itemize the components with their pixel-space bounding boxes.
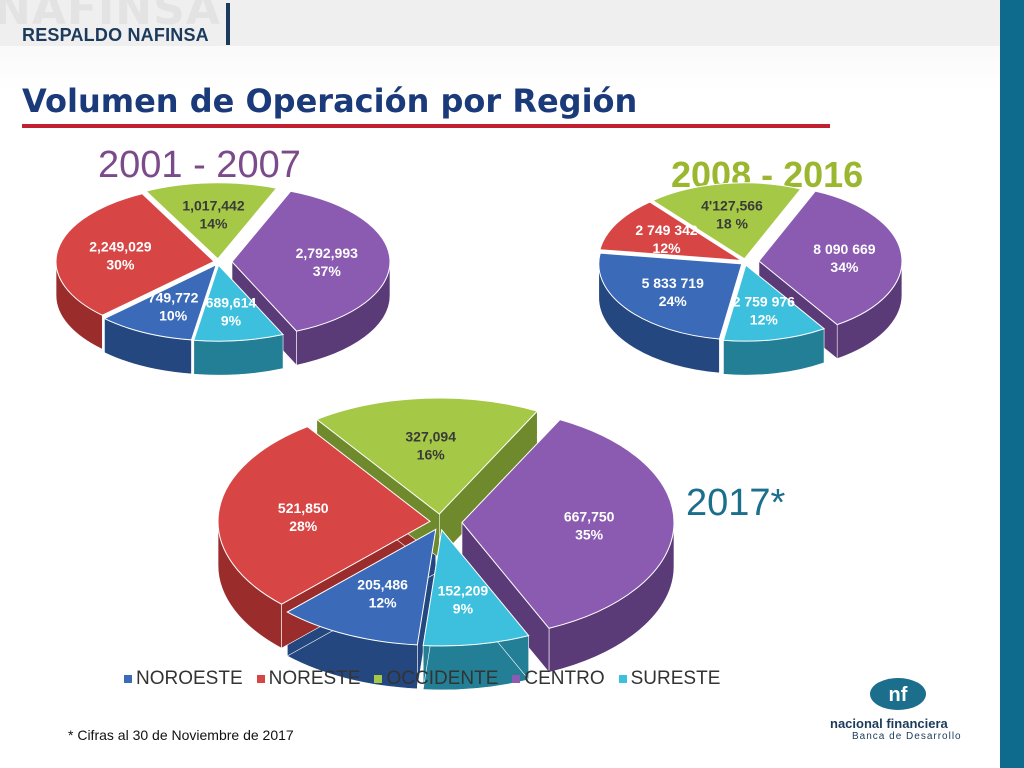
data-label-percent-noroeste: 10% xyxy=(159,307,188,323)
chart-title-2001-2007: 2001 - 2007 xyxy=(98,144,301,186)
pie-slice-noreste xyxy=(55,193,215,316)
legend-item-noreste: NORESTE xyxy=(256,668,361,690)
brand-name: NAFINSA xyxy=(127,25,209,45)
data-label-percent-centro: 34% xyxy=(830,259,859,275)
pie-slice-noroeste xyxy=(598,252,743,340)
legend-item-noroeste: NOROESTE xyxy=(124,668,243,690)
data-label-percent-noreste: 28% xyxy=(289,518,318,534)
data-label-value-centro: 8 090 669 xyxy=(813,241,875,257)
pie-slice-noroeste xyxy=(286,528,437,646)
pie-slice-sureste xyxy=(422,528,530,647)
pie-slice-sureste xyxy=(722,264,826,342)
data-label-value-sureste: 689,614 xyxy=(206,294,257,310)
legend-swatch xyxy=(374,675,383,683)
data-label-percent-occidente: 16% xyxy=(417,447,446,463)
data-label-value-noroeste: 205,486 xyxy=(357,576,408,592)
legend-swatch xyxy=(124,675,132,683)
data-label-percent-noroeste: 12% xyxy=(369,594,398,610)
data-label-value-occidente: 4'127,566 xyxy=(701,198,763,214)
legend-swatch xyxy=(618,675,627,683)
legend-label: NORESTE xyxy=(268,668,361,689)
data-label-percent-occidente: 14% xyxy=(199,215,228,231)
legend-swatch xyxy=(512,675,521,683)
brand-text: RESPALDO NAFINSA xyxy=(22,25,209,46)
legend-label: CENTRO xyxy=(524,668,605,689)
legend-label: NOROESTE xyxy=(136,668,243,689)
brand-divider xyxy=(226,3,230,45)
logo-tagline: Banca de Desarrollo xyxy=(852,731,962,742)
legend-item-centro: CENTRO xyxy=(512,668,605,690)
data-label-value-occidente: 327,094 xyxy=(405,429,456,445)
data-label-percent-centro: 35% xyxy=(575,526,604,542)
data-label-percent-noroeste: 24% xyxy=(659,293,688,309)
page-title: Volumen de Operación por Región xyxy=(22,82,638,120)
data-label-percent-occidente: 18 % xyxy=(716,216,748,232)
pie-slice-noreste xyxy=(599,201,742,261)
pie-slice-centro xyxy=(758,190,903,326)
data-label-value-occidente: 1,017,442 xyxy=(182,197,244,213)
pie-slice-sureste xyxy=(193,264,285,342)
brand-prefix: RESPALDO xyxy=(22,25,123,45)
legend-label: SURESTE xyxy=(630,668,721,689)
brand-logo: NAFINSA RESPALDO NAFINSA xyxy=(0,0,230,46)
data-label-value-centro: 2,792,993 xyxy=(296,245,358,261)
pie-slice-noreste xyxy=(217,426,431,605)
footnote: * Cifras al 30 de Noviembre de 2017 xyxy=(68,727,294,743)
data-label-percent-centro: 37% xyxy=(313,263,342,279)
data-label-percent-noreste: 12% xyxy=(653,240,682,256)
pie-slice-noroeste xyxy=(103,263,218,341)
pie-slice-centro xyxy=(231,190,391,332)
logo-name: nacional financiera xyxy=(830,716,948,731)
right-accent-bar xyxy=(1000,0,1024,768)
brand-watermark: NAFINSA xyxy=(0,0,221,35)
data-label-value-noroeste: 5 833 719 xyxy=(642,275,704,291)
nafin-logo-icon: nf xyxy=(870,678,926,710)
chart-title-2017: 2017* xyxy=(686,482,786,524)
data-label-value-noreste: 2 749 342 xyxy=(635,222,697,238)
data-label-value-sureste: 152,209 xyxy=(438,583,489,599)
legend-label: OCCIDENTE xyxy=(386,668,499,689)
svg-text:nf: nf xyxy=(889,684,908,706)
pie-chart-2: 205,486 12% 521,850 28% 327,094 16% 667,750 35%… xyxy=(217,397,675,691)
title-underline xyxy=(22,124,830,128)
legend-item-sureste: SURESTE xyxy=(618,668,721,690)
data-label-percent-sureste: 12% xyxy=(750,312,779,328)
data-label-value-noreste: 2,249,029 xyxy=(89,238,151,254)
data-label-percent-noreste: 30% xyxy=(106,256,135,272)
data-label-value-noreste: 521,850 xyxy=(278,500,329,516)
data-label-value-sureste: 2 759 976 xyxy=(733,294,795,310)
pie-chart-0: 749,772 10% 2,249,029 30% 1,017,442 14% 2,792,… xyxy=(55,182,391,376)
legend-item-occidente: OCCIDENTE xyxy=(374,668,498,690)
chart-legend: NOROESTE NORESTE OCCIDENTE CENTRO SUREST… xyxy=(124,668,720,690)
pie-chart-1: 5 833 719 24% 2 749 342 12% 4'127,566 18 % 8 0… xyxy=(598,182,903,376)
header-band xyxy=(0,0,1000,46)
data-label-percent-sureste: 9% xyxy=(453,601,474,617)
legend-swatch xyxy=(256,675,265,683)
pie-charts: 749,772 10% 2,249,029 30% 1,017,442 14% 2,792,… xyxy=(55,182,903,691)
data-label-value-noroeste: 749,772 xyxy=(148,289,199,305)
pie-slice-occidente xyxy=(651,182,802,260)
pie-slice-occidente xyxy=(315,397,539,515)
data-label-percent-sureste: 9% xyxy=(221,312,242,328)
pie-slice-centro xyxy=(461,419,675,629)
data-label-value-centro: 667,750 xyxy=(564,508,615,524)
pie-slice-occidente xyxy=(144,182,278,260)
